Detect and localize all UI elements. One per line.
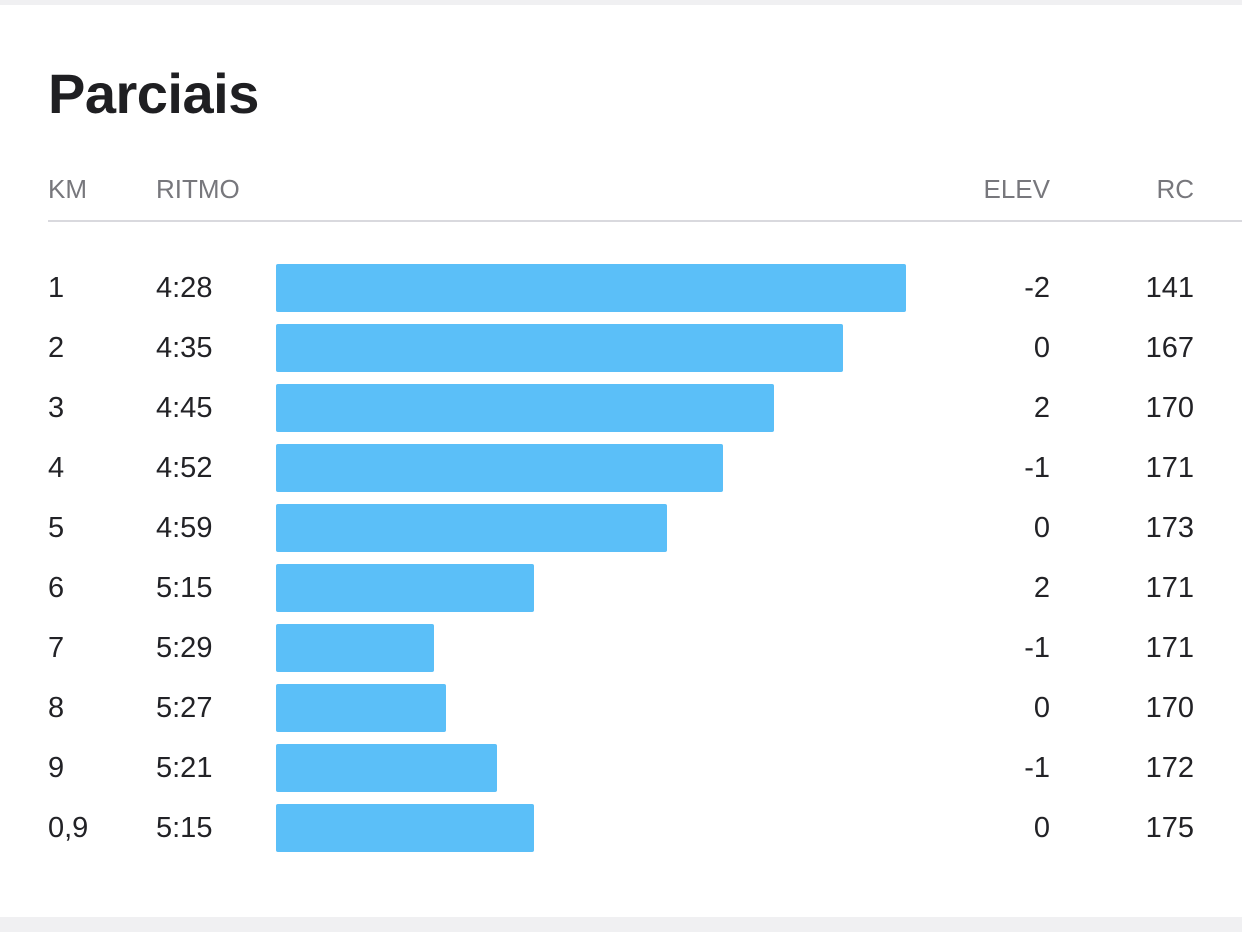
split-km: 4 [48, 452, 65, 484]
split-elevation: -1 [1024, 452, 1050, 484]
split-pace: 4:35 [156, 332, 213, 364]
split-km: 7 [48, 632, 65, 664]
split-elevation: 0 [1033, 692, 1050, 724]
splits-table-header: KM RITMO ELEV RC [48, 171, 1194, 207]
splits-table-body: 1 4:28 -2 141 2 4:35 0 167 3 4:45 2 170 4 4:52 -1 171 5 4… [48, 258, 1194, 858]
column-header-km: KM [48, 174, 87, 204]
header-divider [48, 220, 1242, 222]
split-elevation: 0 [1033, 512, 1050, 544]
page-title: Parciais [48, 62, 259, 125]
split-elevation: 2 [1033, 572, 1050, 604]
split-km: 8 [48, 692, 65, 724]
pace-bar [276, 504, 667, 552]
split-km: 5 [48, 512, 65, 544]
split-heart-rate: 171 [1145, 452, 1194, 484]
split-pace: 5:15 [156, 812, 213, 844]
split-km: 0,9 [48, 812, 89, 844]
split-pace: 4:45 [156, 392, 213, 424]
column-header-heart-rate: RC [1156, 174, 1194, 204]
table-row: 4 4:52 -1 171 [48, 438, 1194, 498]
split-elevation: 0 [1033, 812, 1050, 844]
split-heart-rate: 172 [1145, 752, 1194, 784]
split-heart-rate: 173 [1145, 512, 1194, 544]
pace-bar [276, 264, 906, 312]
split-heart-rate: 175 [1145, 812, 1194, 844]
split-km: 9 [48, 752, 65, 784]
split-heart-rate: 170 [1145, 692, 1194, 724]
split-pace: 4:28 [156, 272, 213, 304]
split-pace: 5:21 [156, 752, 213, 784]
split-km: 1 [48, 272, 65, 304]
table-row: 3 4:45 2 170 [48, 378, 1194, 438]
split-elevation: -1 [1024, 632, 1050, 664]
split-pace: 5:29 [156, 632, 213, 664]
column-header-elevation: ELEV [983, 174, 1051, 204]
pace-bar [276, 444, 723, 492]
split-pace: 4:59 [156, 512, 213, 544]
table-row: 9 5:21 -1 172 [48, 738, 1194, 798]
table-row: 1 4:28 -2 141 [48, 258, 1194, 318]
column-header-pace: RITMO [156, 174, 240, 204]
pace-bar [276, 384, 774, 432]
pace-bar [276, 684, 446, 732]
table-row: 6 5:15 2 171 [48, 558, 1194, 618]
split-km: 6 [48, 572, 65, 604]
pace-bar [276, 804, 534, 852]
split-elevation: 0 [1033, 332, 1050, 364]
pace-bar [276, 324, 843, 372]
pace-bar [276, 624, 434, 672]
split-heart-rate: 171 [1145, 632, 1194, 664]
table-row: 2 4:35 0 167 [48, 318, 1194, 378]
splits-card: Parciais KM RITMO ELEV RC 1 4:28 -2 141 2 4:3… [0, 5, 1242, 917]
table-row: 0,9 5:15 0 175 [48, 798, 1194, 858]
split-km: 2 [48, 332, 65, 364]
pace-bar [276, 744, 497, 792]
split-heart-rate: 171 [1145, 572, 1194, 604]
split-km: 3 [48, 392, 65, 424]
split-elevation: -2 [1024, 272, 1050, 304]
table-row: 5 4:59 0 173 [48, 498, 1194, 558]
table-row: 8 5:27 0 170 [48, 678, 1194, 738]
split-elevation: 2 [1033, 392, 1050, 424]
split-pace: 5:15 [156, 572, 213, 604]
split-pace: 4:52 [156, 452, 213, 484]
split-heart-rate: 170 [1145, 392, 1194, 424]
split-heart-rate: 141 [1145, 272, 1194, 304]
split-heart-rate: 167 [1145, 332, 1194, 364]
pace-bar [276, 564, 534, 612]
split-pace: 5:27 [156, 692, 213, 724]
split-elevation: -1 [1024, 752, 1050, 784]
table-row: 7 5:29 -1 171 [48, 618, 1194, 678]
